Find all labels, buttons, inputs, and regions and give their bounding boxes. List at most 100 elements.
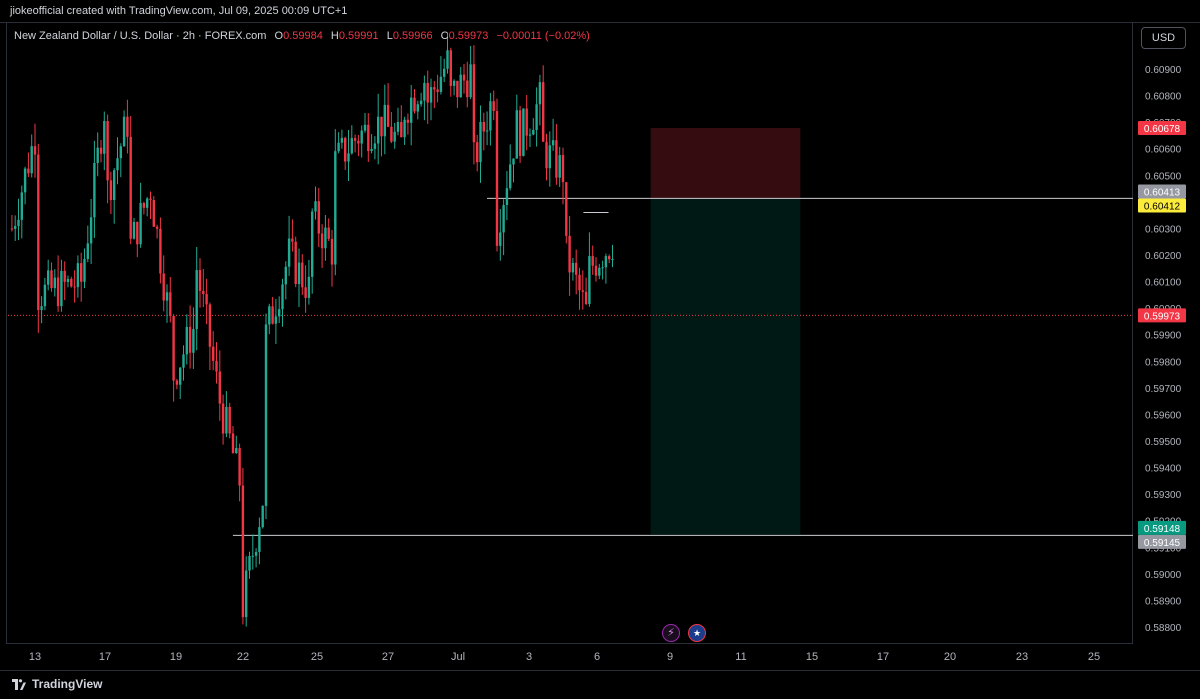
candle-body xyxy=(591,256,594,266)
candle-body xyxy=(56,277,60,307)
candle-body xyxy=(278,309,281,317)
candle-body xyxy=(584,291,588,305)
candle-body xyxy=(152,200,155,227)
low-label: L xyxy=(386,30,393,42)
candle-body xyxy=(489,101,492,131)
candle-body xyxy=(594,265,598,276)
candle-body xyxy=(334,151,337,265)
candle-body xyxy=(400,122,403,138)
candle-body xyxy=(245,570,248,618)
price-tag-level xyxy=(1138,534,1186,549)
candle-body xyxy=(380,116,383,137)
candle-body xyxy=(228,406,231,434)
candle-body xyxy=(555,140,558,178)
candle-body xyxy=(96,147,99,163)
candle-body xyxy=(578,274,581,291)
candle-body xyxy=(103,120,106,154)
x-tick-label: 25 xyxy=(311,651,323,663)
candle-body xyxy=(73,286,76,288)
candle-body xyxy=(347,153,350,162)
y-tick-label: 0.59500 xyxy=(1145,437,1182,448)
candle-body xyxy=(20,192,23,220)
candle-body xyxy=(370,148,373,151)
candle-body xyxy=(330,238,334,265)
candle-body xyxy=(548,145,551,169)
candle-body xyxy=(495,111,499,246)
currency-button[interactable]: USD xyxy=(1141,27,1186,49)
candle-body xyxy=(241,485,245,618)
candle-body xyxy=(202,290,205,295)
x-tick-label: 6 xyxy=(594,651,600,663)
candle-body xyxy=(27,168,30,174)
close-label: C xyxy=(440,30,449,42)
candle-body xyxy=(23,168,27,193)
candle-body xyxy=(433,87,436,90)
x-tick-label: 17 xyxy=(877,651,889,663)
candle-body xyxy=(357,140,360,144)
candle-body xyxy=(83,258,86,282)
candle-body xyxy=(439,76,443,92)
candle-body xyxy=(416,104,419,112)
candle-body xyxy=(363,124,367,131)
price-tag-last xyxy=(1138,308,1186,323)
candle-body xyxy=(126,116,129,137)
price-tag-target xyxy=(1138,520,1186,535)
candle-body xyxy=(70,278,73,287)
tradingview-logo-icon xyxy=(12,678,26,690)
open-value: 0.59984 xyxy=(283,30,323,42)
y-tick-label: 0.59000 xyxy=(1145,570,1182,581)
candle-body xyxy=(63,270,66,282)
candle-body xyxy=(449,50,452,86)
candle-body xyxy=(89,217,93,244)
candle-body xyxy=(80,263,83,282)
price-tag-label: 0.60412 xyxy=(1144,202,1181,213)
y-tick-label: 0.60800 xyxy=(1145,92,1182,103)
candle-body xyxy=(459,74,462,98)
candle-body xyxy=(512,158,515,165)
x-tick-label: 22 xyxy=(237,651,249,663)
y-tick-label: 0.60900 xyxy=(1145,65,1182,76)
price-tag-level xyxy=(1138,184,1186,199)
candle-body xyxy=(314,201,317,212)
x-tick-label: 17 xyxy=(99,651,111,663)
candle-body xyxy=(327,227,330,239)
candle-body xyxy=(462,74,466,81)
candle-body xyxy=(386,104,390,127)
x-tick-label: 20 xyxy=(944,651,956,663)
us-flag-icon[interactable]: ★ xyxy=(688,624,706,642)
candle-body xyxy=(37,154,40,311)
candle-body xyxy=(33,146,37,155)
x-tick-label: 19 xyxy=(170,651,182,663)
candle-body xyxy=(195,270,198,330)
y-tick-label: 0.60500 xyxy=(1145,171,1182,182)
candle-body xyxy=(218,371,221,404)
candle-body xyxy=(456,80,459,98)
candle-body xyxy=(99,147,103,154)
candle-body xyxy=(182,354,185,368)
candle-body xyxy=(50,270,53,289)
candle-body xyxy=(159,228,162,274)
candle-body xyxy=(162,273,165,301)
candle-body xyxy=(192,329,195,353)
candle-body xyxy=(281,284,284,310)
brand[interactable]: TradingView xyxy=(12,677,102,691)
close-value: 0.59973 xyxy=(448,30,489,42)
candle-body xyxy=(499,232,502,246)
candle-body xyxy=(469,64,472,98)
high-label: H xyxy=(330,30,339,42)
symbol-title[interactable]: New Zealand Dollar / U.S. Dollar · 2h · … xyxy=(14,30,267,42)
candle-body xyxy=(301,262,304,288)
candle-body xyxy=(410,97,413,123)
candle-body xyxy=(452,80,456,86)
y-tick-label: 0.60600 xyxy=(1145,145,1182,156)
candle-body xyxy=(518,110,522,156)
lightning-icon[interactable]: ⚡ xyxy=(662,624,680,642)
chart-panel[interactable] xyxy=(6,22,1133,644)
y-tick-label: 0.59400 xyxy=(1145,464,1182,475)
footer-bar xyxy=(0,670,1200,699)
candle-body xyxy=(443,68,446,77)
candle-body xyxy=(113,170,116,201)
candle-body xyxy=(558,155,561,178)
stop-loss-zone xyxy=(650,127,801,199)
